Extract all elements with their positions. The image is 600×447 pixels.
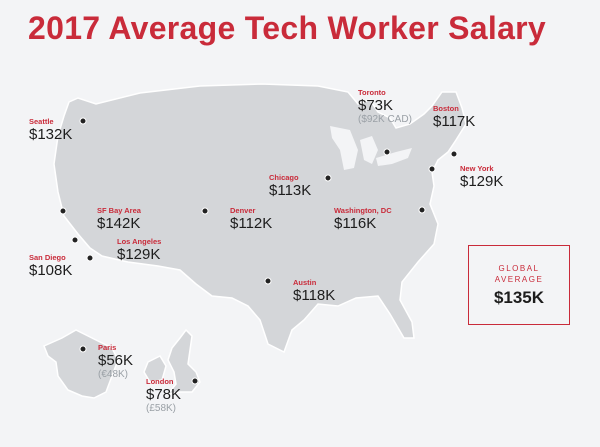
france-map-shape <box>43 329 119 399</box>
city-label-sf-bay-area: SF Bay Area $142K <box>97 206 141 232</box>
city-name: Los Angeles <box>117 237 162 246</box>
city-name: Toronto <box>358 88 386 97</box>
global-average-label-line2: AVERAGE <box>494 275 544 284</box>
city-name: Seattle <box>29 117 54 126</box>
city-marker-london <box>191 377 199 385</box>
city-name: Austin <box>293 278 317 287</box>
city-salary: $116K <box>334 215 377 232</box>
city-marker-austin <box>264 277 272 285</box>
city-salary: $129K <box>460 173 504 190</box>
global-average-value: $135K <box>493 288 545 307</box>
city-salary: $142K <box>97 215 141 232</box>
city-markers <box>59 117 458 385</box>
page-title: 2017 Average Tech Worker Salary <box>28 10 547 46</box>
city-salary: $117K <box>433 113 476 130</box>
city-label-seattle: Seattle $132K <box>29 117 72 143</box>
city-name: London <box>146 377 174 386</box>
city-name: Chicago <box>269 173 299 182</box>
city-name: SF Bay Area <box>97 206 141 215</box>
city-marker-san-diego <box>86 254 94 262</box>
city-label-los-angeles: Los Angeles $129K <box>117 237 161 263</box>
city-marker-chicago <box>324 174 332 182</box>
city-marker-new-york <box>428 165 436 173</box>
city-label-austin: Austin $118K <box>293 278 335 304</box>
city-name: Denver <box>230 206 256 215</box>
city-marker-paris <box>79 345 87 353</box>
city-salary: $113K <box>269 182 312 199</box>
city-marker-denver <box>201 207 209 215</box>
city-salary: $78K <box>146 386 182 403</box>
city-salary: $129K <box>117 246 161 263</box>
city-salary: $132K <box>29 126 73 143</box>
city-name: San Diego <box>29 253 66 262</box>
city-salary: $108K <box>29 262 73 279</box>
city-name: Paris <box>98 343 117 352</box>
city-label-chicago: Chicago $113K <box>269 173 311 199</box>
city-marker-toronto <box>383 148 391 156</box>
britain-map-shape <box>166 328 201 396</box>
global-average-label-line1: GLOBAL <box>498 264 540 273</box>
city-marker-los-angeles <box>71 236 79 244</box>
ireland-map-shape <box>143 355 167 383</box>
city-label-washington-dc: Washington, DC $116K <box>334 206 392 232</box>
city-label-london: London $78K (£58K) <box>146 377 181 415</box>
city-name: Boston <box>433 104 459 113</box>
city-name: New York <box>460 164 494 173</box>
city-marker-sf-bay-area <box>59 207 67 215</box>
city-label-new-york: New York $129K <box>460 164 503 190</box>
great-lakes-shape <box>330 126 412 170</box>
city-local-salary: (€48K) <box>98 369 129 380</box>
global-average-label: GLOBAL AVERAGE <box>469 263 569 285</box>
city-label-denver: Denver $112K <box>230 206 272 232</box>
city-local-salary: ($92K CAD) <box>358 114 412 125</box>
city-local-salary: (£58K) <box>146 403 177 414</box>
city-label-san-diego: San Diego $108K <box>29 253 72 279</box>
city-name: Washington, DC <box>334 206 392 215</box>
city-label-toronto: Toronto $73K ($92K CAD) <box>358 88 412 126</box>
city-marker-seattle <box>79 117 87 125</box>
city-salary: $73K <box>358 97 394 114</box>
city-label-paris: Paris $56K (€48K) <box>98 343 133 381</box>
city-salary: $56K <box>98 352 134 369</box>
city-salary: $112K <box>230 215 273 232</box>
global-average-box: GLOBAL AVERAGE $135K <box>468 245 570 325</box>
city-salary: $118K <box>293 287 336 304</box>
city-marker-washington-dc <box>418 206 426 214</box>
city-label-boston: Boston $117K <box>433 104 475 130</box>
city-marker-boston <box>450 150 458 158</box>
